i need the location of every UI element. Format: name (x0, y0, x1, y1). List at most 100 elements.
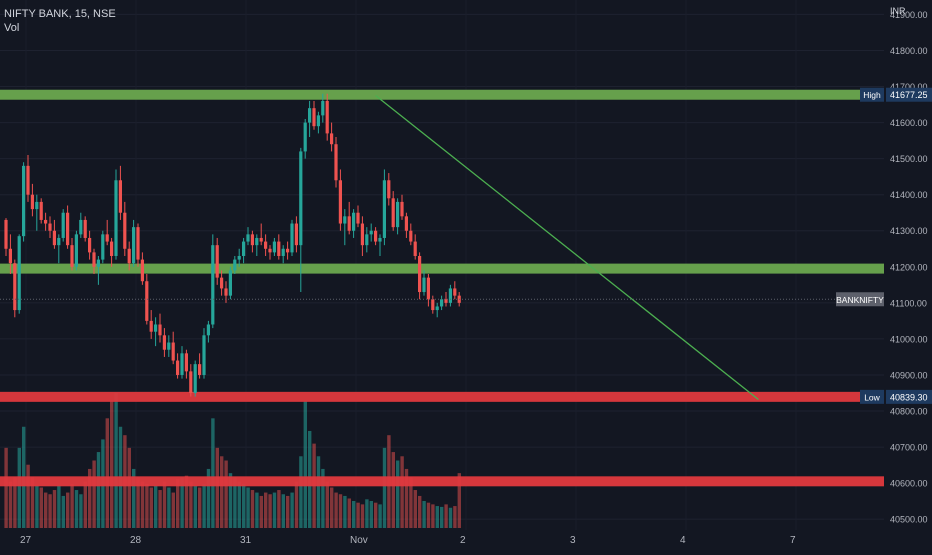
volume-bar (418, 495, 422, 528)
candle-body (74, 234, 78, 267)
x-tick-label: 27 (20, 535, 32, 546)
candle-body (338, 180, 342, 224)
candle-body (431, 299, 435, 311)
level-line (0, 263, 884, 274)
candle-body (127, 248, 131, 264)
candle-body (277, 241, 281, 256)
candle-body (211, 245, 215, 325)
volume-bar (246, 487, 250, 528)
candle-body (154, 324, 158, 332)
volume-bar (316, 456, 321, 528)
volume-bar (382, 447, 387, 528)
volume-bar (237, 481, 241, 528)
volume-bar (154, 485, 158, 528)
volume-bar (343, 495, 347, 528)
level-name-label: Low (864, 392, 880, 402)
y-tick-label: 40500.00 (890, 515, 928, 525)
candle-body (202, 335, 206, 375)
candle-body (413, 241, 417, 256)
volume-bar (286, 495, 290, 528)
volume-bar (365, 499, 369, 528)
candle-body (145, 281, 149, 321)
volume-bar (224, 460, 228, 528)
volume-bar (61, 495, 65, 528)
volume-bar (206, 468, 211, 528)
level-line (0, 391, 884, 402)
volume-bar (167, 487, 171, 528)
candle-body (400, 201, 404, 217)
volume-bar (255, 492, 259, 528)
volume-bar (8, 481, 13, 528)
candle-body (101, 234, 105, 260)
volume-bar (409, 477, 413, 528)
candle-body (426, 277, 430, 300)
candle-body (57, 237, 61, 246)
volume-bar (360, 504, 365, 528)
volume-bar (228, 473, 233, 528)
candle-body (382, 180, 386, 238)
candle-body (30, 194, 34, 210)
y-tick-label: 40900.00 (890, 370, 928, 380)
volume-bar (140, 481, 145, 528)
candle-body (316, 115, 320, 127)
volume-bar (136, 477, 140, 528)
volume-bar (202, 484, 206, 528)
volume-bar (400, 456, 404, 528)
volume-bar (52, 490, 57, 528)
y-tick-label: 41800.00 (890, 46, 928, 56)
volume-bar (92, 460, 96, 528)
symbol-tag-label: BANKNIFTY (836, 295, 884, 305)
candle-body (435, 306, 439, 311)
candle-body (259, 237, 263, 242)
candle-body (294, 223, 298, 246)
volume-bar (17, 447, 21, 528)
volume-bar (13, 477, 17, 528)
volume-bar (44, 492, 48, 528)
candle-body (26, 165, 30, 195)
candle-body (440, 299, 444, 307)
candle-body (290, 223, 294, 253)
volume-bar (189, 481, 193, 528)
candle-body (171, 342, 175, 361)
volume-bar (211, 418, 215, 528)
candle-body (224, 288, 228, 296)
candle-body (321, 100, 325, 116)
level-value-label: 40839.30 (890, 392, 928, 402)
volume-bar (158, 490, 162, 528)
candle-body (22, 165, 26, 237)
volume-bar (184, 475, 189, 528)
volume-bar (338, 494, 343, 528)
y-tick-label: 41600.00 (890, 118, 928, 128)
volume-bar (74, 490, 79, 528)
y-tick-label: 41500.00 (890, 154, 928, 164)
candle-body (334, 144, 338, 181)
candle-body (206, 324, 210, 336)
volume-bar (193, 485, 197, 528)
volume-bar (105, 418, 109, 528)
volume-bar (330, 487, 334, 528)
candle-body (136, 227, 140, 260)
volume-bar (259, 495, 263, 528)
volume-bar (264, 492, 268, 528)
x-tick-label: 7 (790, 535, 796, 546)
candle-body (189, 371, 193, 393)
volume-bar (70, 484, 74, 528)
level-value-label: 41677.25 (890, 90, 928, 100)
candle-body (167, 342, 171, 350)
volume-bar (277, 490, 281, 528)
candle-body (79, 219, 83, 235)
volume-bar (242, 484, 246, 528)
volume-bar (391, 452, 395, 528)
candle-body (448, 288, 452, 303)
volume-bar (444, 504, 448, 528)
x-tick-label: 4 (680, 535, 686, 546)
candle-body (303, 122, 307, 152)
volume-bar (180, 477, 184, 528)
volume-bar (30, 477, 35, 528)
candle-body (453, 288, 457, 296)
candle-body (409, 230, 413, 242)
volume-bar (162, 481, 167, 528)
y-tick-label: 41000.00 (890, 334, 928, 344)
